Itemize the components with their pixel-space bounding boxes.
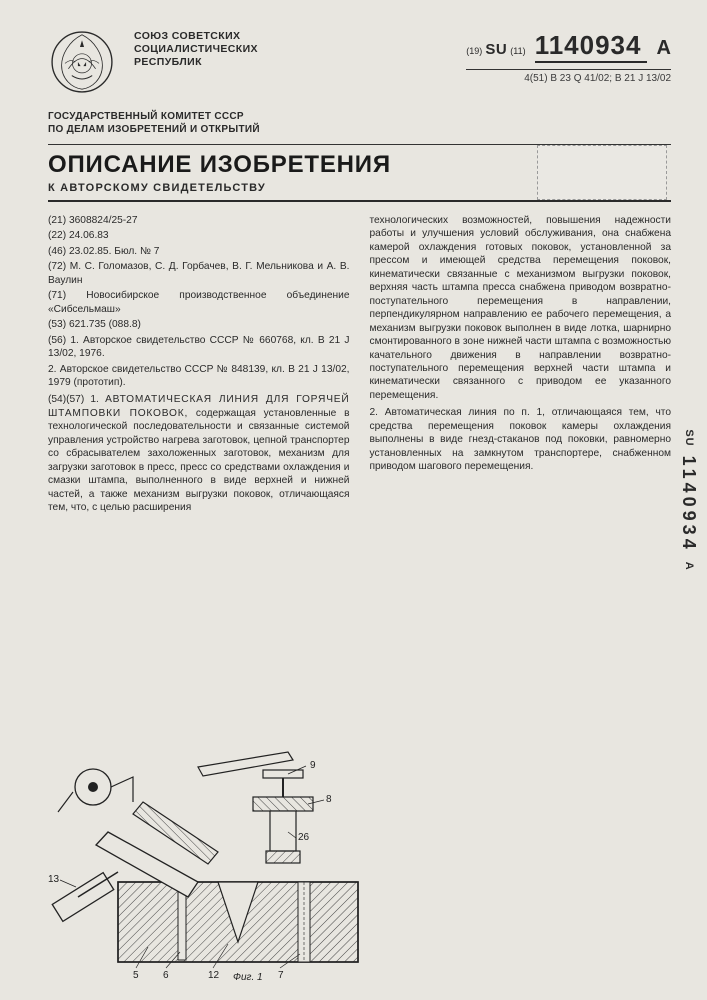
publication-codes: (19) SU (11) 1140934 A 4(51) B 23 Q 41/0… bbox=[466, 30, 671, 84]
field-22: (22) 24.06.83 bbox=[48, 229, 350, 242]
field-56-ref1: (56) 1. Авторское свидетельство СССР № 6… bbox=[48, 334, 350, 361]
svg-text:8: 8 bbox=[326, 794, 332, 805]
committee-line2: ПО ДЕЛАМ ИЗОБРЕТЕНИЙ И ОТКРЫТИЙ bbox=[48, 123, 671, 136]
svg-text:5: 5 bbox=[133, 970, 139, 981]
left-column: (21) 3608824/25-27 (22) 24.06.83 (46) 23… bbox=[48, 214, 350, 517]
svg-text:Фиг. 1: Фиг. 1 bbox=[233, 972, 263, 982]
registration-stamp bbox=[537, 145, 667, 200]
country-prefix: (19) bbox=[466, 46, 482, 56]
country-code: SU bbox=[485, 41, 507, 58]
svg-text:12: 12 bbox=[208, 970, 220, 981]
committee-line1: ГОСУДАРСТВЕННЫЙ КОМИТЕТ СССР bbox=[48, 110, 671, 123]
divider-thick bbox=[48, 200, 671, 202]
field-53: (53) 621.735 (088.8) bbox=[48, 318, 350, 331]
field-56-ref2: 2. Авторское свидетельство СССР № 848139… bbox=[48, 363, 350, 390]
body-columns: (21) 3608824/25-27 (22) 24.06.83 (46) 23… bbox=[48, 214, 671, 517]
svg-text:26: 26 bbox=[298, 832, 310, 843]
field-46: (46) 23.02.85. Бюл. № 7 bbox=[48, 245, 350, 258]
kind-code: A bbox=[657, 37, 671, 59]
ipc-codes: B 23 Q 41/02; B 21 J 13/02 bbox=[550, 73, 671, 84]
svg-text:6: 6 bbox=[163, 970, 169, 981]
field-72-inventors: (72) М. С. Голомазов, С. Д. Горбачев, В.… bbox=[48, 260, 350, 287]
ipc-prefix: 4(51) bbox=[524, 73, 547, 84]
side-prefix: SU bbox=[683, 429, 695, 446]
side-suffix: A bbox=[683, 562, 695, 571]
right-body-text-2: 2. Автоматическая линия по п. 1, отличаю… bbox=[370, 406, 672, 473]
field-21: (21) 3608824/25-27 bbox=[48, 214, 350, 227]
field-71-applicant: (71) Новосибирское производственное объе… bbox=[48, 289, 350, 316]
publication-number: 1140934 bbox=[535, 30, 648, 63]
committee-block: ГОСУДАРСТВЕННЫЙ КОМИТЕТ СССР ПО ДЕЛАМ ИЗ… bbox=[48, 110, 671, 136]
right-body-text-1: технологических возможностей, повышения … bbox=[370, 214, 672, 402]
right-column: технологических возможностей, повышения … bbox=[370, 214, 672, 517]
left-body-text: содержащая установленные в технологическ… bbox=[48, 408, 350, 513]
kind-prefix: (11) bbox=[510, 46, 525, 56]
side-number: 1140934 bbox=[679, 456, 699, 553]
claim-prefix: (54)(57) 1. bbox=[48, 394, 99, 405]
side-pub-label: SU 1140934 A bbox=[678, 429, 699, 570]
figure-1: 9 8 26 13 5 6 12 7 Фиг. 1 bbox=[48, 732, 378, 982]
state-emblem bbox=[48, 28, 116, 96]
svg-text:7: 7 bbox=[278, 970, 284, 981]
svg-text:9: 9 bbox=[310, 760, 316, 771]
svg-text:13: 13 bbox=[48, 874, 60, 885]
